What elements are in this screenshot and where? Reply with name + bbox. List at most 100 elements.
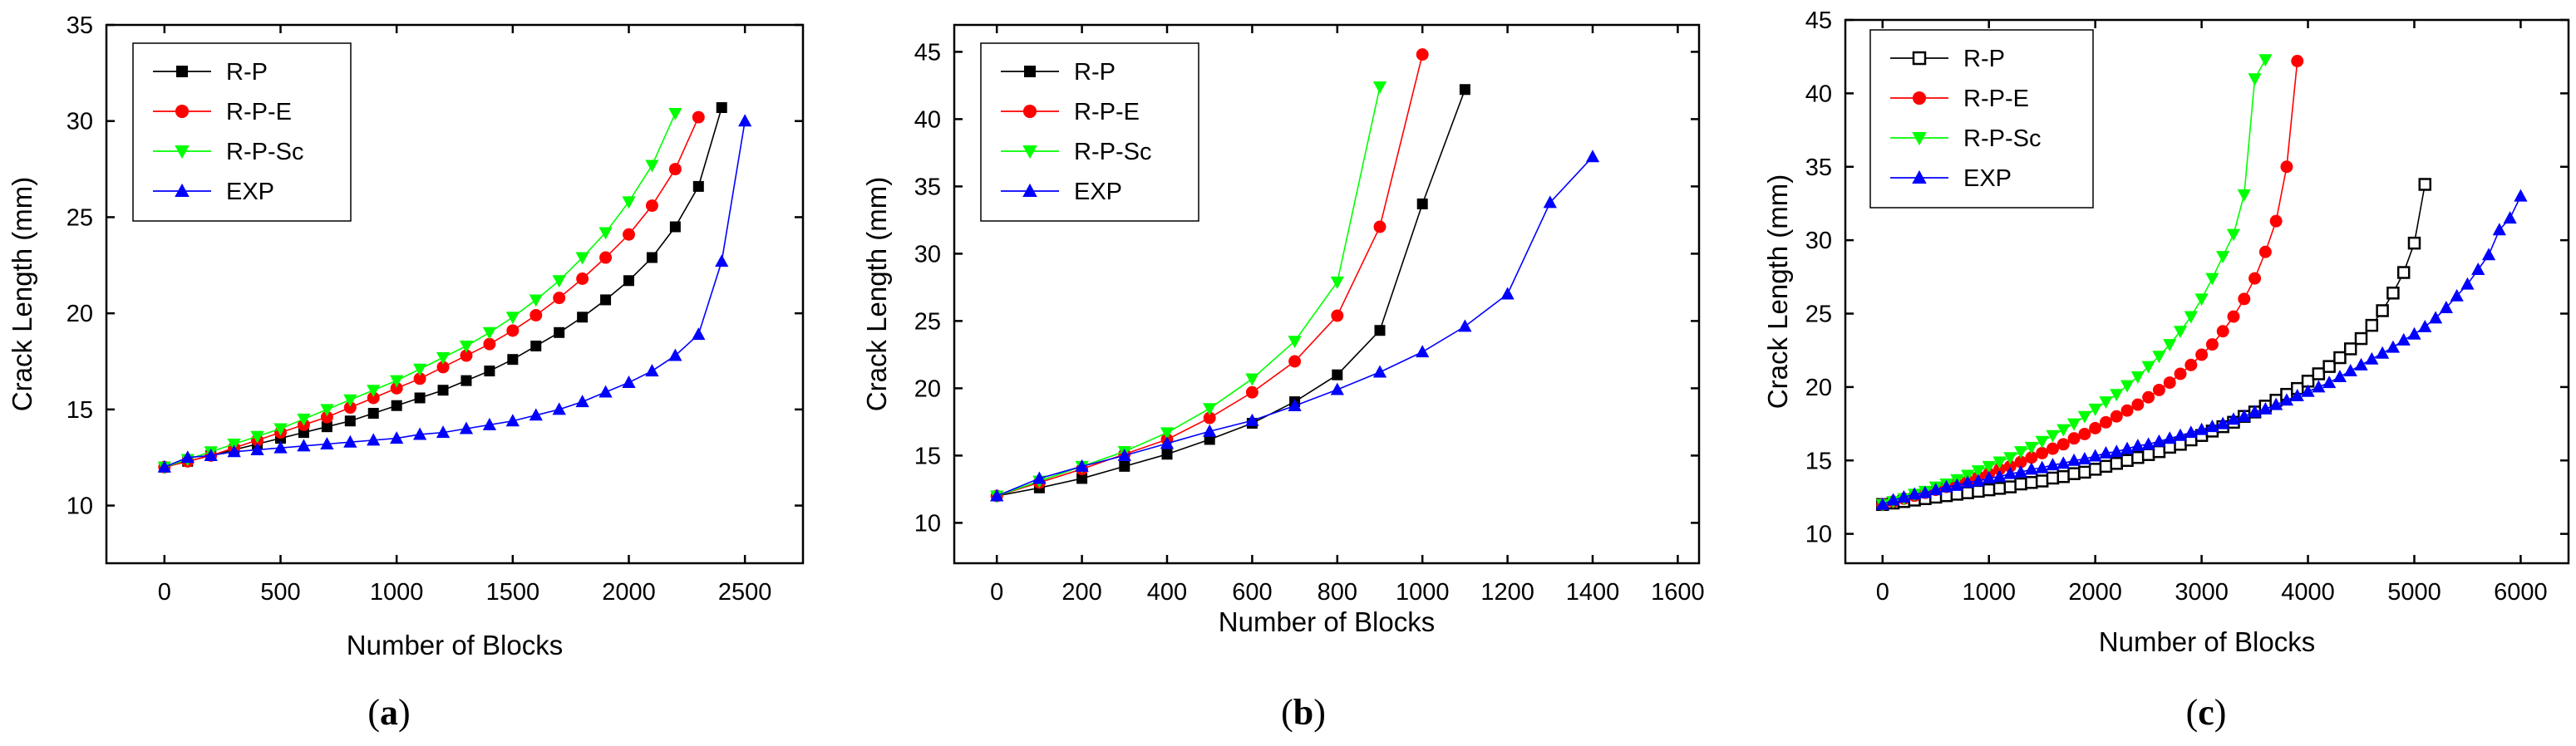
data-point — [1982, 471, 1996, 483]
data-point — [367, 385, 381, 398]
data-point — [2066, 453, 2081, 466]
data-point — [505, 312, 520, 325]
data-point — [2450, 288, 2464, 302]
data-point — [575, 252, 589, 265]
data-point — [554, 326, 565, 338]
y-axis-title: Crack Length (mm) — [7, 177, 37, 411]
legend-marker — [1022, 183, 1037, 197]
data-point — [437, 385, 449, 396]
data-point — [2269, 397, 2283, 410]
legend: R-P R-P-E R-P-Sc EXP — [980, 42, 1199, 222]
data-point — [2056, 456, 2071, 469]
data-point — [2226, 412, 2241, 425]
data-point — [2205, 272, 2219, 286]
data-point — [1459, 84, 1470, 96]
y-axis-title: Crack Length (mm) — [861, 177, 892, 411]
y-tick-label: 25 — [66, 204, 93, 231]
data-point — [180, 450, 195, 464]
data-point — [2301, 384, 2315, 397]
data-point — [343, 434, 357, 448]
data-point — [367, 407, 379, 419]
data-point — [2184, 311, 2198, 324]
data-point — [204, 448, 218, 461]
x-axis-title: Number of Blocks — [2099, 626, 2315, 657]
data-point — [623, 275, 634, 287]
legend-marker — [175, 183, 190, 197]
data-point — [2237, 189, 2251, 202]
y-tick-label: 20 — [914, 375, 941, 402]
data-point — [297, 413, 311, 426]
y-tick-label: 30 — [914, 241, 941, 267]
data-point — [2184, 425, 2198, 439]
data-point — [2418, 319, 2432, 332]
data-point — [297, 439, 311, 452]
data-point — [2131, 450, 2145, 464]
data-point — [529, 294, 543, 307]
data-point — [2152, 444, 2166, 459]
y-axis-title: Crack Length (mm) — [1762, 174, 1793, 409]
y-tick-label: 15 — [1805, 448, 1832, 474]
legend-label: R-P-E — [1074, 99, 1140, 125]
data-point — [412, 363, 427, 376]
data-point — [2077, 452, 2091, 465]
legend-label: R-P-Sc — [1963, 125, 2041, 152]
x-tick-label: 5000 — [2387, 579, 2441, 606]
chart-panel-c: 0 1000 2000 3000 4000 5000 6000 10 15 20 25 30 35 40 4… — [1762, 7, 2570, 733]
data-point — [2471, 263, 2485, 275]
data-point — [2077, 410, 2091, 424]
plot-frame — [105, 23, 805, 565]
data-point — [391, 400, 402, 411]
data-point — [2120, 454, 2134, 468]
panel-caption: (c) — [2186, 692, 2227, 733]
data-point — [1332, 369, 1343, 380]
data-point — [2025, 476, 2038, 489]
data-point — [1374, 325, 1386, 336]
y-tick-label: 10 — [66, 493, 93, 520]
data-point — [2025, 451, 2038, 464]
data-point — [669, 221, 681, 233]
x-tick-label: 2500 — [718, 579, 772, 606]
data-point — [227, 444, 241, 458]
legend-marker — [1022, 145, 1037, 160]
data-point — [1330, 276, 1344, 289]
data-point — [2120, 404, 2134, 417]
data-point — [1372, 81, 1387, 94]
data-point — [2003, 452, 2017, 465]
data-point — [460, 349, 473, 362]
data-point — [414, 392, 426, 404]
series-line — [997, 89, 1466, 497]
data-point — [1908, 487, 1922, 500]
data-point — [2003, 480, 2017, 493]
data-point — [2046, 429, 2060, 443]
data-point — [2237, 409, 2251, 422]
data-point — [2088, 463, 2102, 476]
x-axis-title: Number of Blocks — [347, 630, 563, 660]
data-point — [367, 433, 381, 446]
data-point — [2194, 293, 2209, 307]
y-tick-label: 25 — [914, 308, 941, 335]
data-point — [2014, 455, 2027, 469]
data-point — [436, 351, 451, 365]
data-point — [600, 294, 612, 306]
data-point — [2376, 304, 2389, 317]
legend-marker — [175, 145, 190, 160]
legend-label: R-P — [1963, 46, 2005, 72]
y-tick-label: 30 — [66, 109, 93, 135]
data-point — [2036, 446, 2049, 459]
data-point — [459, 421, 474, 434]
data-point — [1585, 150, 1600, 163]
data-point — [2141, 448, 2155, 461]
data-point — [2047, 442, 2059, 455]
data-point — [2163, 339, 2177, 352]
data-point — [1543, 195, 1557, 209]
x-tick-label: 1000 — [1396, 579, 1450, 606]
x-tick-label: 200 — [1061, 579, 1101, 606]
data-point — [1288, 355, 1302, 368]
x-axis-title: Number of Blocks — [1219, 606, 1435, 637]
data-point — [1961, 486, 1974, 499]
data-point — [2046, 471, 2060, 485]
x-tick-label: 1000 — [370, 579, 424, 606]
y-tick-label: 40 — [914, 106, 941, 133]
data-point — [250, 443, 264, 455]
data-point — [1416, 198, 1428, 209]
